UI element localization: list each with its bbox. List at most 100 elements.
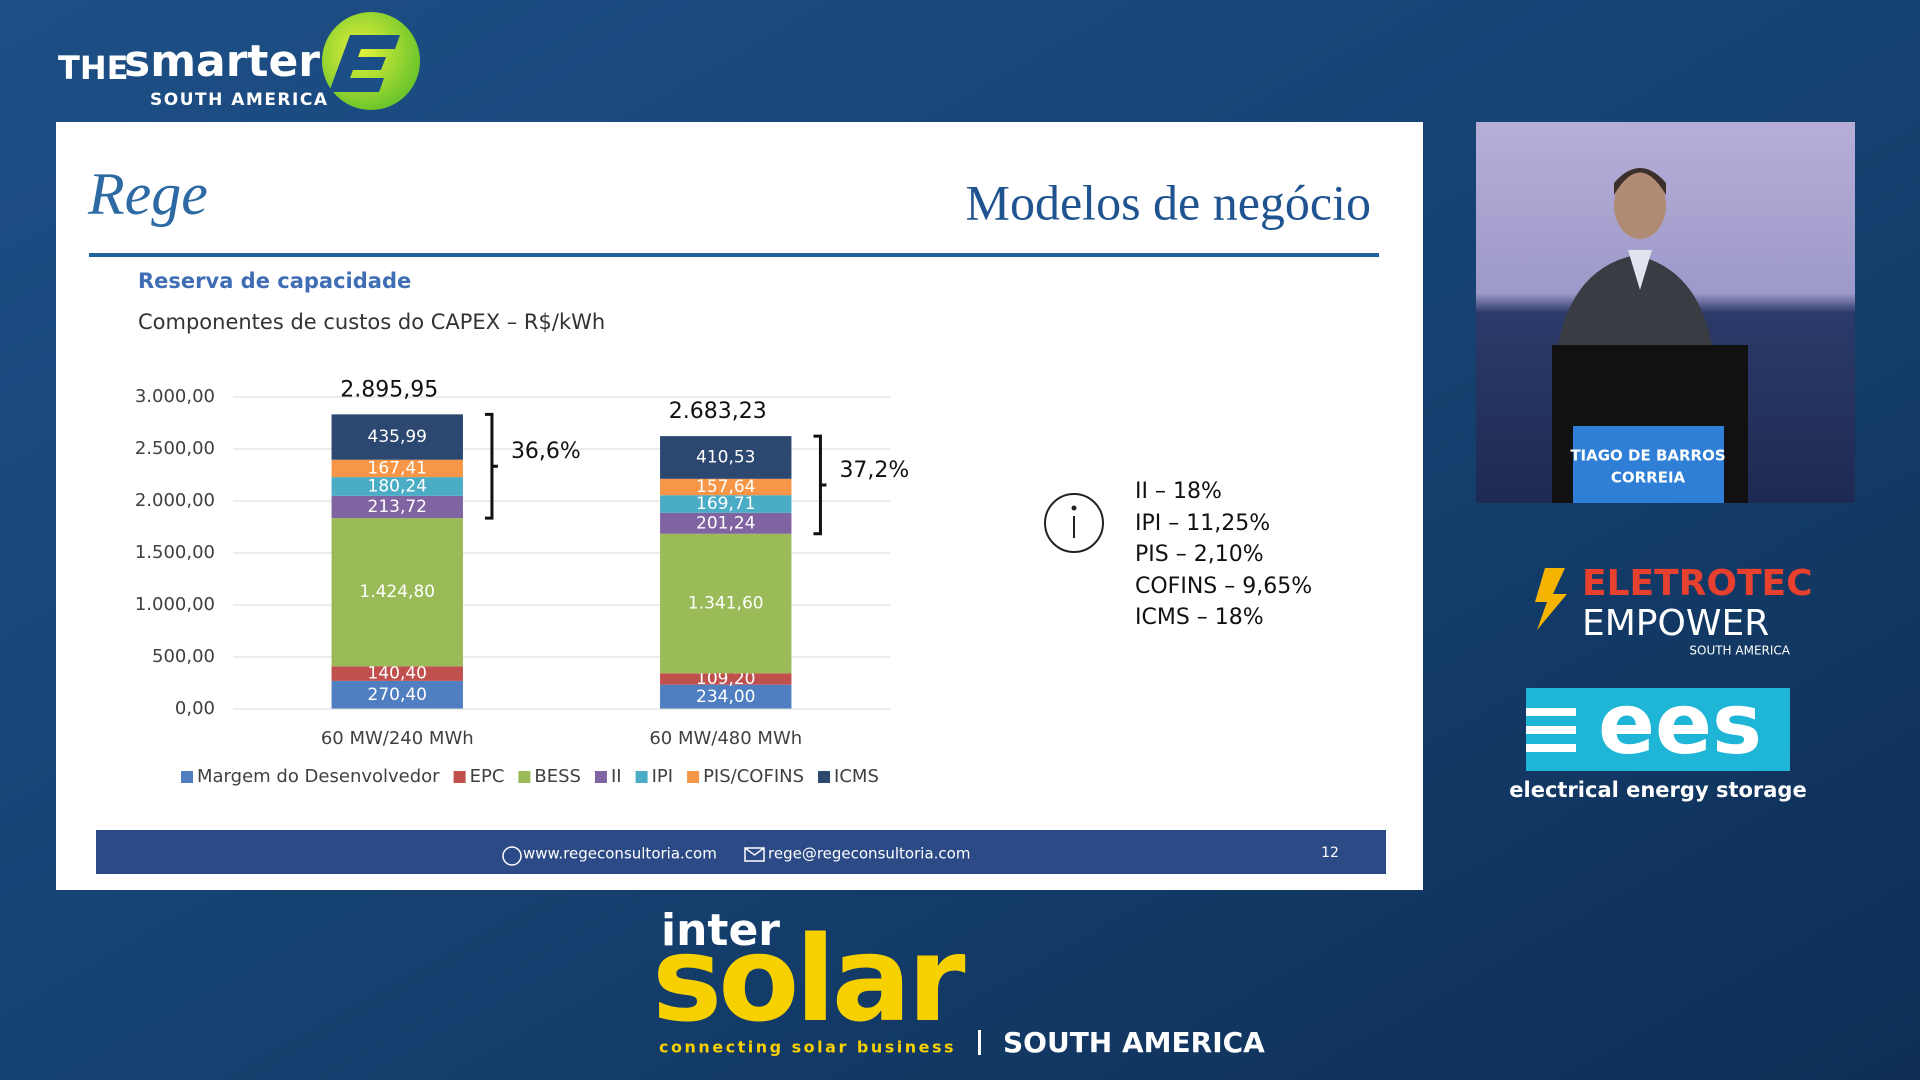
speaker-head <box>1614 171 1666 239</box>
speaker-shirt <box>1628 250 1652 290</box>
intersolar-region: SOUTH AMERICA <box>1003 1026 1265 1059</box>
legend-swatch <box>635 771 648 783</box>
section-title: Reserva de capacidade <box>138 269 411 293</box>
slide-footer <box>96 830 1386 874</box>
legend-swatch <box>594 771 607 783</box>
note: IPI – 11,25% <box>1135 511 1270 536</box>
bracket-label: 36,6% <box>511 439 581 464</box>
x-tick-label: 60 MW/240 MWh <box>321 728 474 749</box>
legend-swatch <box>181 771 193 783</box>
ees-logo: ees electrical energy storage <box>1509 675 1806 802</box>
page-number: 12 <box>1321 845 1339 861</box>
bar-segment <box>660 495 792 513</box>
y-tick-label: 3.000,00 <box>135 386 215 407</box>
divider <box>978 1030 981 1055</box>
bracket <box>813 434 827 536</box>
value-label: 169,71 <box>696 494 755 514</box>
legend-swatch <box>687 771 700 783</box>
bar-segment <box>660 478 792 496</box>
speaker-name: CORREIA <box>1611 469 1686 487</box>
y-tick-label: 1.500,00 <box>135 542 215 563</box>
bar-segment <box>331 518 463 667</box>
value-label: 410,53 <box>696 447 755 467</box>
note: II – 18% <box>1135 479 1222 504</box>
info-icon <box>1044 493 1104 553</box>
intersolar-name: solar <box>652 910 965 1048</box>
note: COFINS – 9,65% <box>1135 574 1312 599</box>
bar-segment <box>331 666 463 681</box>
speaker-body <box>1555 255 1715 365</box>
x-tick-label: 60 MW/480 MWh <box>649 728 802 749</box>
legend-label: IPI <box>652 766 673 787</box>
bar-segment <box>331 414 463 460</box>
legend-swatch <box>453 771 466 783</box>
eletrotec-line1: ELETROTEC <box>1582 563 1813 604</box>
logo-prefix: THE <box>58 49 128 87</box>
bar-segment <box>660 673 792 685</box>
value-label: 1.341,60 <box>688 594 764 614</box>
event-logo: THE smarter SOUTH AMERICA <box>58 12 420 110</box>
bar-segment <box>331 495 463 519</box>
legend-label: EPC <box>470 766 505 787</box>
intersolar-tagline: connecting solar business <box>659 1038 956 1057</box>
bar-segment <box>331 459 463 478</box>
bracket <box>484 412 498 520</box>
chart-subtitle: Componentes de custos do CAPEX – R$/kWh <box>138 310 605 334</box>
value-label: 109,20 <box>696 669 755 689</box>
title-rule <box>89 253 1379 257</box>
ees-stripe <box>1526 744 1576 752</box>
footer-website: www.regeconsultoria.com <box>523 845 717 863</box>
info-icon-dot <box>1071 505 1077 511</box>
y-tick-label: 500,00 <box>152 646 215 667</box>
logo-region: SOUTH AMERICA <box>150 90 328 110</box>
y-tick-label: 1.000,00 <box>135 594 215 615</box>
eletrotec-line2: EMPOWER <box>1582 603 1769 644</box>
bar-segment <box>331 477 463 496</box>
legend-swatch <box>818 771 831 783</box>
bar-segment <box>660 436 792 479</box>
bar-segment <box>660 533 792 674</box>
mail-icon-flap <box>744 847 765 856</box>
note: ICMS – 18% <box>1135 605 1264 630</box>
y-tick-label: 2.500,00 <box>135 438 215 459</box>
value-label: 435,99 <box>368 427 427 447</box>
intersolar-prefix: inter <box>661 905 780 956</box>
value-label: 180,24 <box>368 476 427 496</box>
intersolar-logo: inter solar connecting solar business SO… <box>652 905 1265 1059</box>
speaker-name: TIAGO DE BARROS <box>1570 447 1725 465</box>
footer-email: rege@regeconsultoria.com <box>768 845 970 863</box>
speaker-hair <box>1614 168 1666 195</box>
mail-icon <box>744 847 765 862</box>
note: PIS – 2,10% <box>1135 542 1264 567</box>
value-label: 140,40 <box>368 664 427 684</box>
logo-name: smarter <box>124 36 320 87</box>
ees-stripe <box>1526 726 1576 734</box>
value-label: 213,72 <box>368 497 427 517</box>
ees-name: ees <box>1598 675 1762 773</box>
legend-label: II <box>611 766 622 787</box>
total-label: 2.683,23 <box>669 399 767 424</box>
ees-stripe <box>1526 708 1576 716</box>
value-label: 1.424,80 <box>359 582 435 602</box>
bracket-label: 37,2% <box>839 458 909 483</box>
eletrotec-region: SOUTH AMERICA <box>1689 644 1790 658</box>
y-tick-label: 0,00 <box>175 698 215 719</box>
eletrotec-logo: ELETROTEC EMPOWER SOUTH AMERICA <box>1535 563 1813 658</box>
value-label: 270,40 <box>368 685 427 705</box>
chart: 0,00 500,00 1.000,00 1.500,00 2.000,00 2.500,… <box>135 377 909 787</box>
bar-segment <box>660 512 792 534</box>
y-tick-label: 2.000,00 <box>135 490 215 511</box>
speaker-video: TIAGO DE BARROS CORREIA <box>1476 122 1855 503</box>
legend-label: ICMS <box>834 766 879 787</box>
value-label: 167,41 <box>368 458 427 478</box>
name-plate <box>1573 426 1724 503</box>
bar-segment <box>331 680 463 709</box>
slide-logo: Rege <box>87 161 208 227</box>
value-label: 234,00 <box>696 687 755 707</box>
logo-badge-e <box>329 35 400 92</box>
value-label: 157,64 <box>696 477 755 497</box>
legend-label: BESS <box>534 766 581 787</box>
legend-swatch <box>518 771 531 783</box>
